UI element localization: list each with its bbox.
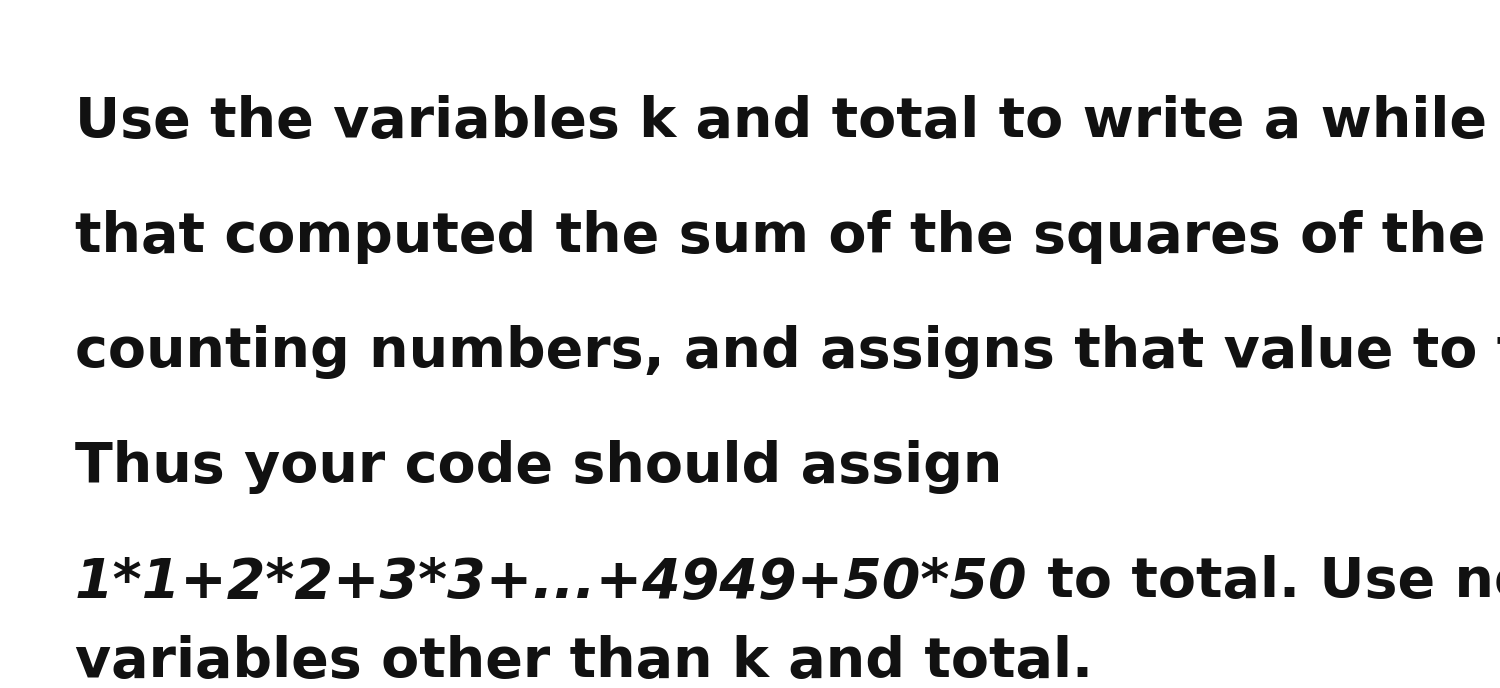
Text: 1*1+2*2+3*3+...+4949+50*50: 1*1+2*2+3*3+...+4949+50*50 (75, 555, 1028, 609)
Text: variables other than k and total.: variables other than k and total. (75, 635, 1094, 688)
Text: Use the variables k and total to write a while loop: Use the variables k and total to write a… (75, 95, 1500, 149)
Text: counting numbers, and assigns that value to total.: counting numbers, and assigns that value… (75, 325, 1500, 379)
Text: that computed the sum of the squares of the first 50: that computed the sum of the squares of … (75, 210, 1500, 264)
Text: Thus your code should assign: Thus your code should assign (75, 440, 1002, 494)
Text: to total. Use no: to total. Use no (1028, 555, 1500, 609)
